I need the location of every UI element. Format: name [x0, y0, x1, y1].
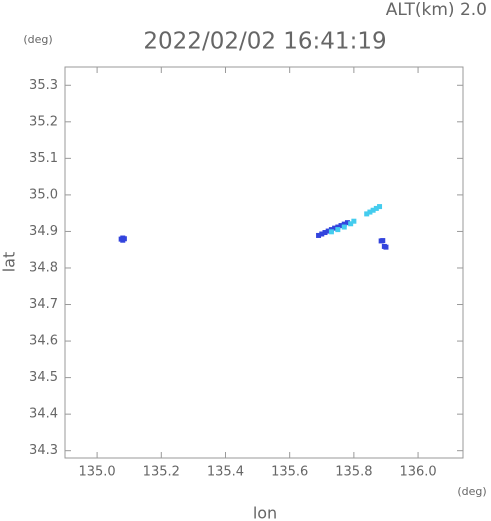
point — [344, 220, 350, 226]
point — [351, 218, 357, 224]
point — [322, 230, 328, 236]
point — [332, 225, 338, 231]
point — [373, 205, 379, 211]
point — [370, 207, 376, 213]
x-tick-label: 135.6 — [271, 465, 308, 480]
y-tick-label: 34.7 — [29, 297, 58, 312]
y-tick-label: 34.3 — [29, 443, 58, 458]
altitude-label: ALT(km) 2.0 — [386, 0, 487, 20]
point — [121, 236, 127, 242]
point — [319, 231, 325, 237]
y-tick-label: 34.9 — [29, 224, 58, 239]
plot-frame — [64, 66, 464, 459]
point — [381, 243, 387, 249]
point — [316, 232, 322, 238]
point — [377, 204, 383, 210]
y-tick-label: 34.4 — [29, 407, 58, 422]
y-tick-label: 34.5 — [29, 370, 58, 385]
y-tick-label: 35.2 — [29, 114, 58, 129]
point — [335, 227, 341, 233]
point — [338, 223, 344, 229]
chart-title: 2022/02/02 16:41:19 — [143, 29, 386, 55]
y-tick-label: 35.1 — [29, 151, 58, 166]
x-axis-label: lon — [253, 504, 277, 521]
point — [348, 221, 354, 227]
point — [328, 229, 334, 235]
x-tick-label: 135.2 — [143, 465, 180, 480]
x-unit: (deg) — [457, 485, 486, 498]
point — [325, 228, 331, 234]
y-tick-label: 35.3 — [29, 78, 58, 93]
x-tick-label: 135.8 — [335, 465, 372, 480]
y-axis-label: lat — [0, 252, 19, 273]
y-unit: (deg) — [23, 33, 52, 46]
point — [341, 224, 347, 230]
x-tick-label: 136.0 — [399, 465, 436, 480]
point — [335, 224, 341, 230]
point — [378, 238, 384, 244]
point — [367, 209, 373, 215]
point — [118, 236, 124, 242]
x-tick-label: 135.0 — [78, 465, 115, 480]
point — [341, 221, 347, 227]
x-tick-label: 135.4 — [207, 465, 244, 480]
point — [364, 211, 370, 217]
y-tick-label: 34.6 — [29, 334, 58, 349]
y-tick-label: 34.8 — [29, 260, 58, 275]
y-tick-label: 35.0 — [29, 187, 58, 202]
